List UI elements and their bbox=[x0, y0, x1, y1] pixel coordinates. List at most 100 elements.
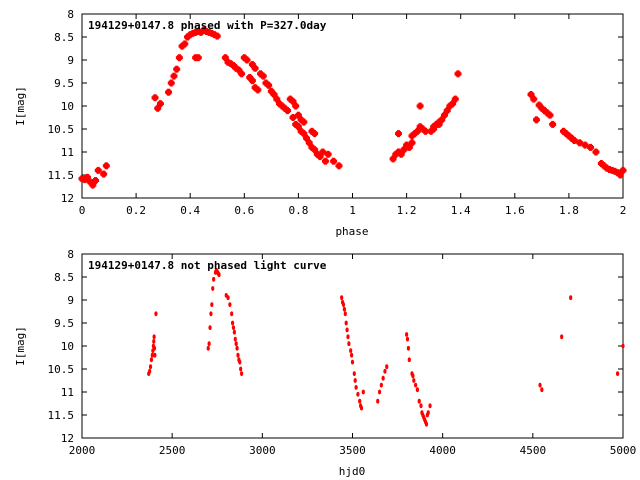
phased-data-point bbox=[173, 65, 181, 73]
phased-data-point bbox=[419, 125, 427, 133]
phased-data-point bbox=[284, 107, 292, 115]
phased-data-point bbox=[330, 157, 338, 165]
phased-data-point bbox=[275, 100, 283, 108]
phased-data-point bbox=[535, 101, 543, 109]
phased-data-point bbox=[403, 141, 411, 149]
phased-data-point bbox=[240, 54, 248, 62]
unphased-plot-title: 194129+0147.8 not phased light curve bbox=[88, 259, 327, 272]
phased-data-point bbox=[221, 54, 229, 62]
unphased-data-point bbox=[234, 341, 238, 347]
phased-data-point bbox=[416, 102, 424, 110]
unphased-data-point bbox=[210, 302, 214, 307]
phased-plot-title: 194129+0147.8 phased with P=327.0day bbox=[88, 19, 327, 32]
phased-data-point bbox=[587, 143, 595, 151]
unphased-data-point bbox=[153, 352, 157, 358]
unphased-data-point bbox=[426, 410, 430, 416]
phased-data-point bbox=[324, 150, 332, 158]
unphased-data-point bbox=[149, 357, 154, 363]
unphased-data-point bbox=[383, 368, 387, 374]
phased-data-point bbox=[597, 160, 605, 167]
phased-data-point bbox=[392, 150, 400, 158]
unphased-data-point bbox=[412, 378, 416, 383]
phased-data-point bbox=[167, 79, 175, 87]
phased-data-point bbox=[616, 171, 624, 179]
phased-data-point bbox=[300, 118, 308, 126]
unphased-y-tick-label: 10 bbox=[61, 340, 74, 353]
phased-data-point bbox=[546, 111, 554, 119]
phased-data-point bbox=[251, 84, 259, 92]
phased-data-point bbox=[183, 33, 191, 41]
unphased-x-tick-label: 4500 bbox=[520, 444, 547, 457]
phased-y-tick-label: 11.5 bbox=[48, 169, 75, 182]
unphased-data-point bbox=[340, 295, 344, 301]
phased-data-point bbox=[562, 130, 570, 138]
unphased-data-point bbox=[239, 371, 244, 376]
phased-y-tick-label: 12 bbox=[61, 192, 74, 205]
phased-data-point bbox=[300, 130, 308, 138]
phased-data-point bbox=[435, 120, 443, 128]
phased-y-axis-label: I[mag] bbox=[14, 86, 27, 126]
unphased-data-point bbox=[217, 272, 221, 278]
unphased-data-point bbox=[540, 387, 544, 393]
unphased-x-tick-label: 5000 bbox=[610, 444, 637, 457]
unphased-data-point bbox=[148, 368, 152, 374]
phased-x-tick-label: 1 bbox=[349, 204, 356, 217]
phased-data-point bbox=[416, 123, 424, 131]
phased-axis-ticks: 0 0.2 0.4 0.6 0.8 1 1.2 1.4 1.6 1.8 2 8 8.5 9 9.5 10 10.… bbox=[48, 8, 627, 217]
phased-data-point bbox=[156, 100, 164, 108]
unphased-data-point bbox=[226, 295, 230, 301]
unphased-data-point bbox=[415, 387, 420, 393]
phased-y-tick-label: 9 bbox=[67, 54, 74, 67]
phased-data-point bbox=[619, 166, 627, 174]
phased-data-point bbox=[411, 130, 419, 138]
phased-data-point bbox=[541, 107, 549, 115]
unphased-data-point bbox=[206, 345, 210, 351]
unphased-axis-ticks: 2000 2500 3000 3500 4000 4500 5000 8 8.5 9 9.5 10 10… bbox=[48, 248, 637, 457]
phased-x-tick-label: 1.6 bbox=[505, 204, 525, 217]
unphased-data-point bbox=[406, 345, 411, 351]
unphased-data-point bbox=[235, 345, 239, 351]
phased-y-tick-label: 11 bbox=[61, 146, 74, 159]
unphased-data-point bbox=[354, 385, 358, 390]
phased-data-point bbox=[227, 60, 235, 68]
phased-data-point bbox=[394, 130, 402, 138]
phased-data-point bbox=[235, 66, 243, 74]
phased-x-tick-label: 0.8 bbox=[288, 204, 308, 217]
phased-data-point bbox=[81, 176, 89, 184]
phased-data-point bbox=[592, 148, 600, 156]
unphased-data-point bbox=[344, 320, 348, 326]
phased-data-point bbox=[305, 139, 313, 147]
unphased-data-point bbox=[212, 276, 216, 282]
phased-data-point bbox=[286, 95, 294, 103]
unphased-data-point bbox=[361, 389, 365, 395]
unphased-data-point bbox=[207, 341, 211, 347]
unphased-data-point bbox=[405, 332, 409, 337]
unphased-y-tick-label: 9.5 bbox=[54, 317, 74, 330]
unphased-data-point bbox=[428, 403, 432, 409]
unphased-data-point bbox=[230, 311, 234, 317]
phased-data-point bbox=[394, 148, 402, 156]
phased-data-point bbox=[165, 88, 173, 96]
unphased-data-point bbox=[342, 306, 346, 312]
unphased-y-tick-label: 8 bbox=[67, 248, 74, 261]
phased-data-point bbox=[451, 95, 459, 103]
unphased-data-point bbox=[407, 357, 411, 363]
phased-data-point bbox=[397, 150, 405, 158]
unphased-light-curve-panel: 2000 2500 3000 3500 4000 4500 5000 8 8.5 9 9.5 10 10… bbox=[14, 248, 636, 478]
phased-y-tick-label: 10.5 bbox=[48, 123, 75, 136]
phased-data-point bbox=[270, 91, 278, 98]
unphased-data-point bbox=[236, 352, 240, 358]
phased-data-point bbox=[181, 40, 189, 48]
phased-data-point bbox=[251, 64, 259, 72]
phased-data-point bbox=[532, 116, 540, 124]
phased-data-point bbox=[438, 116, 446, 124]
phased-data-point bbox=[538, 104, 546, 112]
unphased-data-point bbox=[359, 405, 364, 411]
unphased-data-point bbox=[148, 364, 153, 370]
phased-data-point bbox=[232, 64, 240, 72]
phased-data-point bbox=[100, 170, 108, 178]
phased-data-point bbox=[297, 127, 305, 135]
unphased-data-point bbox=[353, 378, 357, 383]
phased-data-point bbox=[422, 127, 430, 135]
phased-data-point bbox=[289, 97, 297, 105]
